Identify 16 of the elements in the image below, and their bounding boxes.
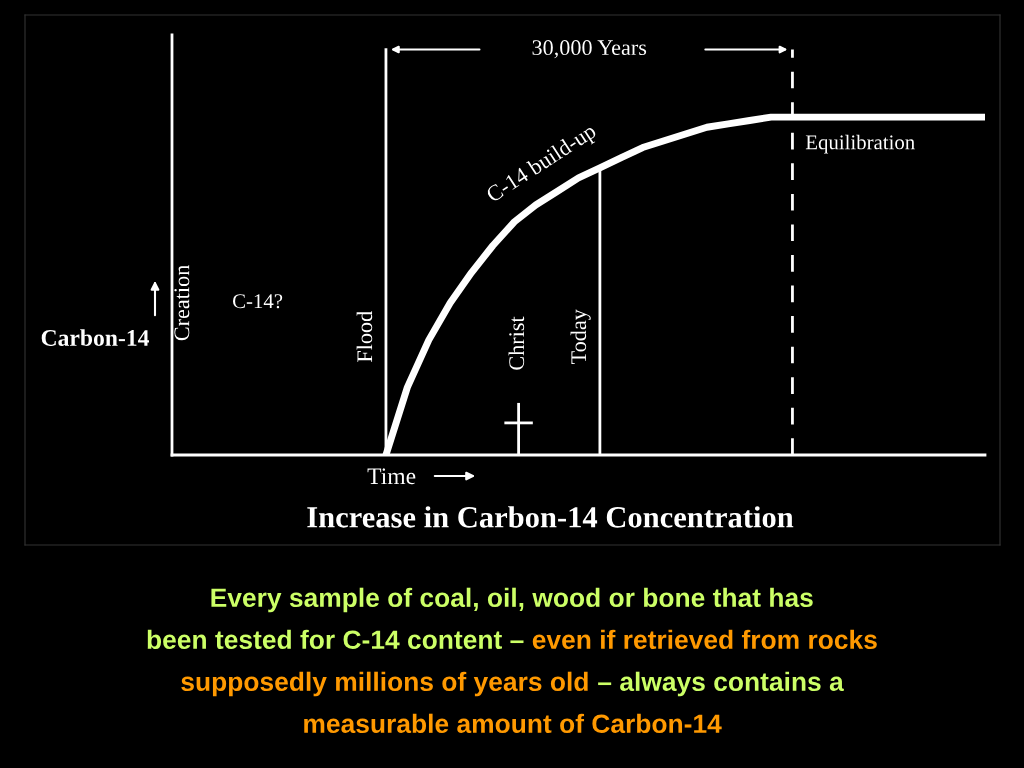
text: Increase in Carbon-14 Concentration (307, 506, 794, 528)
annotation: Today (570, 309, 591, 364)
text: even if retrieved from rocks (532, 629, 877, 650)
text: – always contains a (598, 671, 844, 697)
annotation: C-14? (232, 294, 283, 309)
text: measurable amount of Carbon-14 (304, 713, 722, 734)
text: 30,000 Years (532, 40, 647, 59)
x-axis-title: Time (367, 468, 416, 485)
annotation: Equilibration (805, 134, 915, 154)
annotation: Flood (356, 311, 373, 363)
annotation: Creation (174, 265, 190, 341)
annotation: Christ (508, 316, 525, 370)
y-axis-title: Carbon-14 (41, 329, 149, 346)
text: Every sample of coal, oil, wood or bone that has (211, 587, 813, 613)
text: supposedly millions of years old (181, 671, 588, 697)
text: been tested for C-14 content – (147, 629, 524, 650)
